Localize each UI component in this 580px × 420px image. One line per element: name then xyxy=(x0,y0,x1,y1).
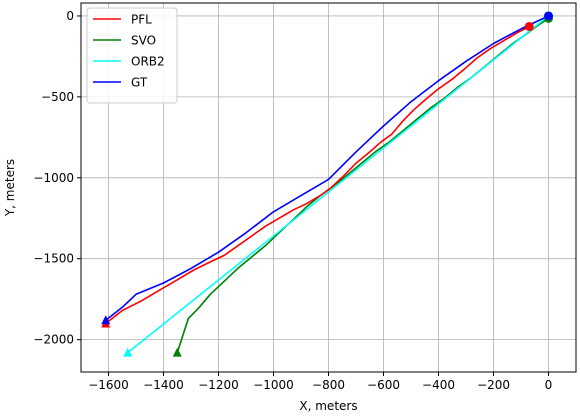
series-line-orb2 xyxy=(127,15,549,354)
x-tick-label: −1000 xyxy=(253,378,294,392)
x-tick-label: −200 xyxy=(477,378,510,392)
x-tick-label: −800 xyxy=(312,378,345,392)
start-marker-pfl xyxy=(524,21,534,31)
legend-box xyxy=(86,7,178,104)
legend-label-orb2: ORB2 xyxy=(131,55,165,69)
y-axis-label: Y, meters xyxy=(3,159,17,217)
y-tick-label: −2000 xyxy=(33,333,74,347)
x-tick-label: −1600 xyxy=(88,378,129,392)
axis-ticks: −1600 −1400 −1200 −1000 −800 −600 −400 −200 00−5… xyxy=(33,9,552,392)
x-axis-label: X, meters xyxy=(299,399,357,413)
y-tick-label: −1500 xyxy=(33,252,74,266)
series-lines xyxy=(105,15,549,354)
series-line-svo xyxy=(176,17,549,353)
legend-label-gt: GT xyxy=(131,76,148,90)
start-marker-gt xyxy=(544,11,553,21)
legend-label-svo: SVO xyxy=(131,34,156,48)
y-tick-label: −500 xyxy=(41,90,74,104)
end-marker-orb2 xyxy=(123,347,133,357)
series-line-gt xyxy=(105,15,549,321)
y-tick-label: −1000 xyxy=(33,171,74,185)
end-marker-gt xyxy=(101,315,111,325)
x-tick-label: 0 xyxy=(545,378,553,392)
legend-label-pfl: PFL xyxy=(131,13,152,27)
series-markers xyxy=(101,11,553,357)
x-tick-label: −1200 xyxy=(198,378,239,392)
x-tick-label: −400 xyxy=(422,378,455,392)
series-line-pfl xyxy=(105,25,530,325)
end-marker-svo xyxy=(172,347,182,357)
y-tick-label: 0 xyxy=(66,9,74,23)
legend: PFL SVO ORB2 GT xyxy=(86,7,178,104)
x-tick-label: −600 xyxy=(367,378,400,392)
x-tick-label: −1400 xyxy=(143,378,184,392)
